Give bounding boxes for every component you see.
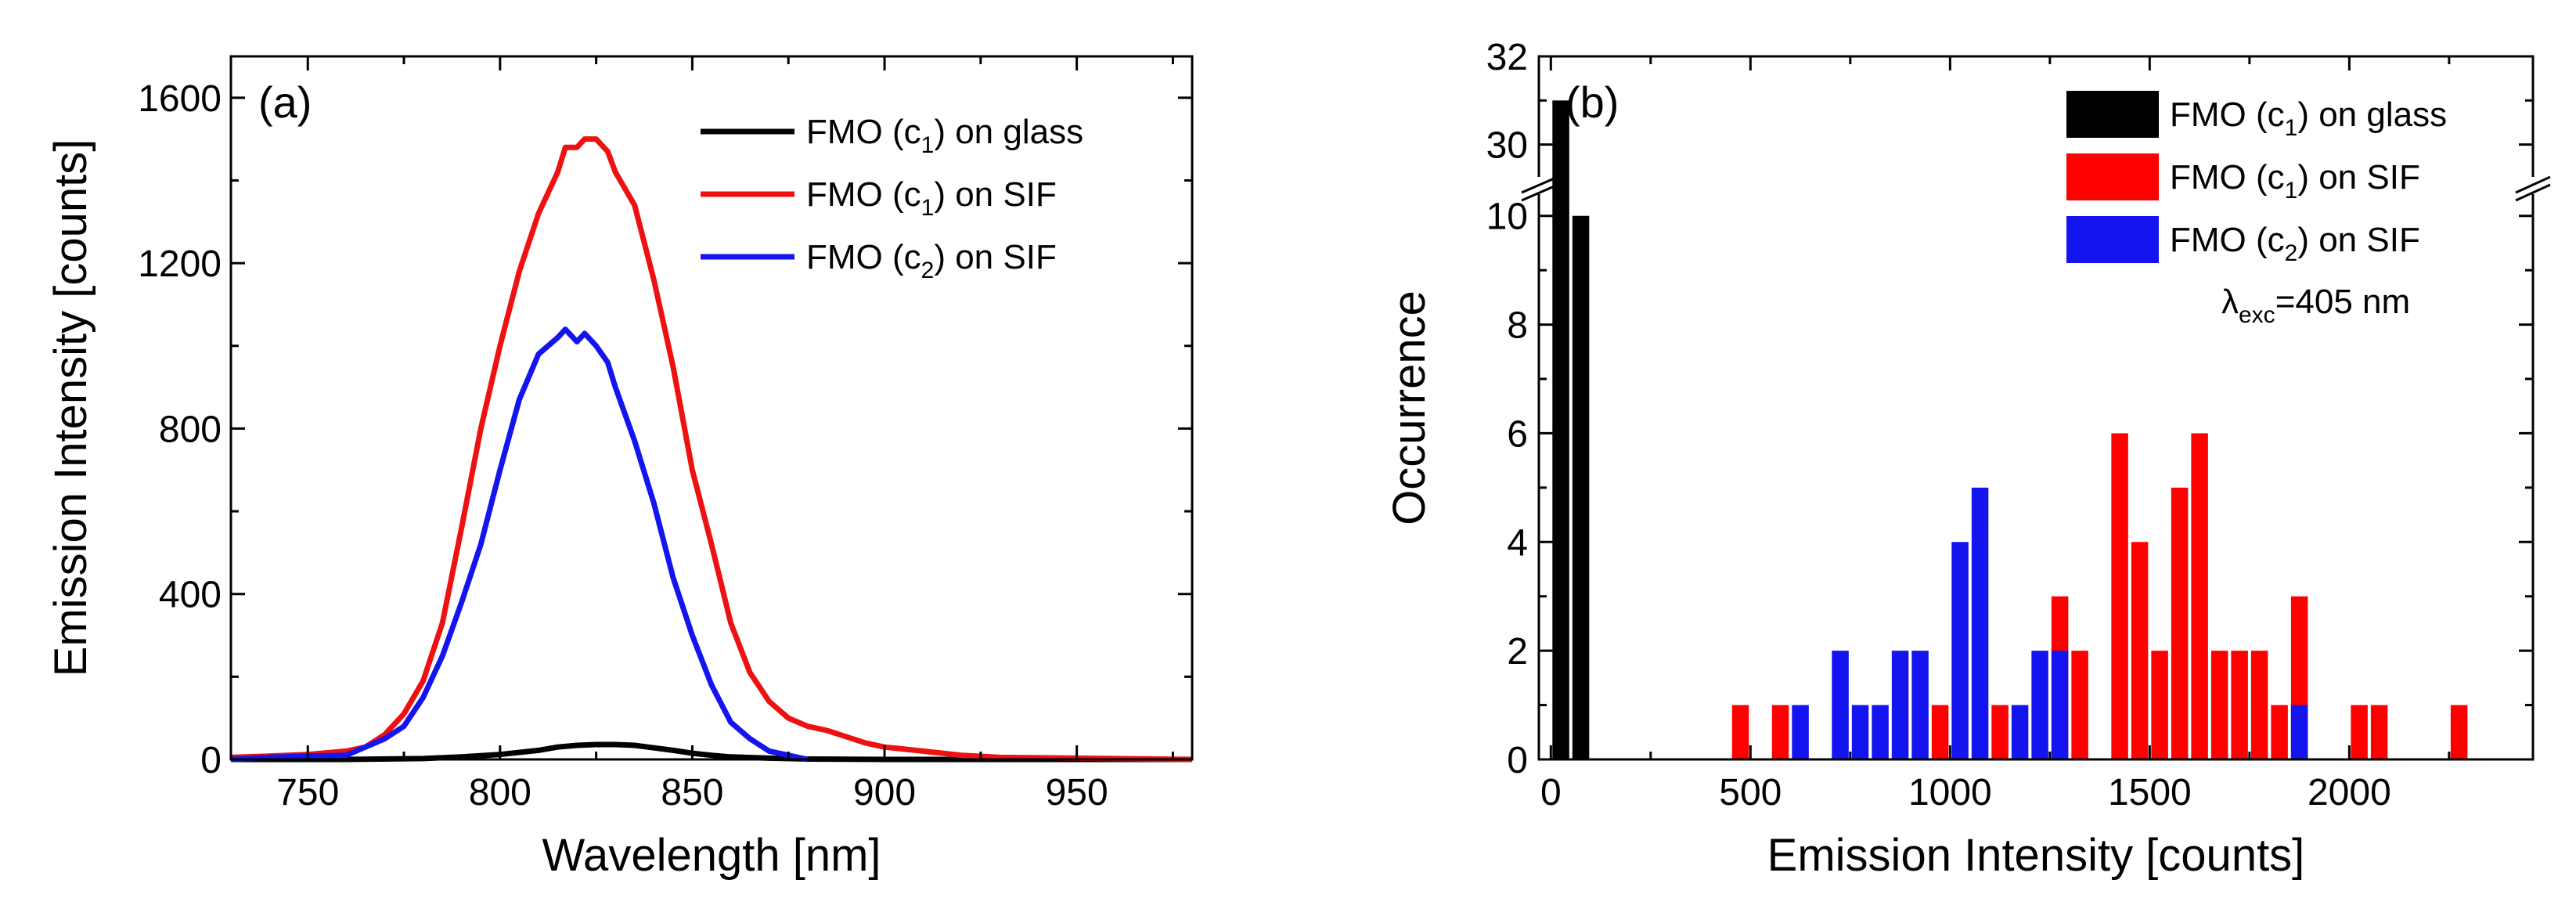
histogram-bar-s1 bbox=[1572, 215, 1590, 759]
legend-swatch bbox=[2066, 216, 2159, 263]
panel-a-line-chart: 750 800 850 900 950 0 400 800 1200 1600 (a) Wavel… bbox=[45, 55, 1194, 881]
histogram-bar-s2 bbox=[1991, 705, 2009, 759]
x-tick-label: 900 bbox=[853, 772, 916, 813]
series-line-2 bbox=[230, 136, 1193, 763]
panel-b-label: (b) bbox=[1565, 78, 1619, 127]
panel-b-ticks: 0 500 1000 1500 2000 0 2 4 6 8 10 30 32 bbox=[1486, 37, 2533, 813]
panel-b-annotation: λexc=405 nm bbox=[2221, 283, 2410, 328]
y-tick-label: 400 bbox=[159, 575, 222, 616]
x-tick-label: 750 bbox=[276, 772, 339, 813]
x-tick-label: 800 bbox=[469, 772, 531, 813]
histogram-bar-s2 bbox=[2450, 705, 2468, 759]
histogram-bar-s3 bbox=[1971, 487, 1989, 759]
histogram-bar-s3 bbox=[2031, 651, 2048, 759]
series-line-1 bbox=[231, 741, 1192, 763]
y-tick-label: 1600 bbox=[138, 78, 222, 120]
panel-b-legend: FMO (c1) on glass FMO (c1) on SIF FMO (c2)… bbox=[2066, 91, 2447, 266]
panel-a-legend: FMO (c1) on glass FMO (c1) on SIF FMO (c2)… bbox=[701, 113, 1083, 283]
histogram-bar-s2 bbox=[1731, 705, 1749, 759]
y-tick-label: 2 bbox=[1507, 631, 1528, 673]
legend-swatch bbox=[2066, 91, 2159, 138]
series-line-3 bbox=[230, 326, 809, 763]
y-tick-label: 10 bbox=[1486, 197, 1528, 238]
x-tick-label: 0 bbox=[1540, 772, 1562, 813]
panel-b-histogram: 0 500 1000 1500 2000 0 2 4 6 8 10 30 32 (b) Emission… bbox=[1384, 37, 2553, 881]
annotation-sub: exc bbox=[2239, 302, 2275, 328]
x-tick-label: 1000 bbox=[1908, 772, 1992, 813]
annotation-lambda: λ bbox=[2221, 283, 2239, 321]
y-tick-label: 800 bbox=[159, 409, 222, 450]
y-tick-label: 32 bbox=[1486, 37, 1528, 78]
y-tick-label: 1200 bbox=[138, 243, 222, 285]
histogram-bar-s2 bbox=[2271, 705, 2288, 759]
legend-entry: FMO (c2) on SIF bbox=[806, 238, 1057, 283]
histogram-bar-s2 bbox=[2171, 487, 2189, 759]
panel-a-ticks: 750 800 850 900 950 0 400 800 1200 1600 bbox=[138, 56, 1192, 813]
histogram-bar-s3 bbox=[1832, 651, 1849, 759]
x-tick-label: 850 bbox=[661, 772, 723, 813]
histogram-bar-s3 bbox=[2051, 651, 2069, 759]
x-tick-label: 950 bbox=[1046, 772, 1108, 813]
panel-b-frame bbox=[1519, 55, 2553, 761]
legend-swatch bbox=[2066, 153, 2159, 200]
y-tick-label: 6 bbox=[1507, 413, 1528, 455]
y-tick-label: 8 bbox=[1507, 305, 1528, 347]
legend-entry: FMO (c2) on SIF bbox=[2170, 221, 2420, 266]
annotation-tail: =405 nm bbox=[2275, 283, 2410, 321]
y-tick-label: 0 bbox=[200, 740, 222, 781]
histogram-bar-s2 bbox=[2151, 651, 2168, 759]
legend-entry: FMO (c1) on glass bbox=[806, 113, 1083, 158]
histogram-bar-s3 bbox=[1851, 705, 1869, 759]
x-tick-label: 1500 bbox=[2108, 772, 2192, 813]
histogram-bar-s3 bbox=[2290, 705, 2308, 759]
histogram-bar-s2 bbox=[2191, 433, 2208, 759]
histogram-bar-s3 bbox=[1891, 651, 1909, 759]
y-tick-label: 30 bbox=[1486, 125, 1528, 167]
histogram-bar-s2 bbox=[2111, 433, 2128, 759]
y-tick-label: 4 bbox=[1507, 522, 1528, 564]
histogram-bar-s3 bbox=[1872, 705, 1889, 759]
panel-a-frame bbox=[229, 55, 1194, 761]
histogram-bar-s2 bbox=[2210, 651, 2228, 759]
histogram-bar-s3 bbox=[2011, 705, 2029, 759]
panel-b-plot-area bbox=[1552, 100, 2468, 760]
histogram-bar-s2 bbox=[2351, 705, 2368, 759]
legend-entry: FMO (c1) on glass bbox=[2170, 96, 2447, 141]
y-tick-label: 0 bbox=[1507, 740, 1528, 781]
panel-a-label: (a) bbox=[258, 78, 312, 127]
histogram-bar-s2 bbox=[2370, 705, 2388, 759]
histogram-bar-s2 bbox=[1931, 705, 1949, 759]
histogram-bar-s3 bbox=[1911, 651, 1929, 759]
panel-b-y-axis-label: Occurrence bbox=[1384, 290, 1435, 525]
histogram-bar-s2 bbox=[2071, 651, 2088, 759]
panel-a-plot-area bbox=[230, 136, 1193, 763]
panel-a-x-axis-label: Wavelength [nm] bbox=[542, 830, 881, 881]
histogram-bar-s2 bbox=[2250, 651, 2268, 759]
panel-b-x-axis-label: Emission Intensity [counts] bbox=[1767, 830, 2305, 881]
legend-entry: FMO (c1) on SIF bbox=[2170, 158, 2420, 204]
histogram-bar-s2 bbox=[2231, 651, 2248, 759]
histogram-bar-s3 bbox=[1792, 705, 1809, 759]
panel-a-y-axis-label: Emission Intensity [counts] bbox=[45, 139, 96, 677]
histogram-bar-s2 bbox=[2131, 542, 2149, 759]
histogram-bar-s1 bbox=[1552, 100, 1569, 760]
histogram-bar-s2 bbox=[1771, 705, 1789, 759]
legend-entry: FMO (c1) on SIF bbox=[806, 175, 1057, 221]
histogram-bar-s3 bbox=[1951, 542, 1969, 759]
x-tick-label: 500 bbox=[1719, 772, 1782, 813]
x-tick-label: 2000 bbox=[2308, 772, 2391, 813]
